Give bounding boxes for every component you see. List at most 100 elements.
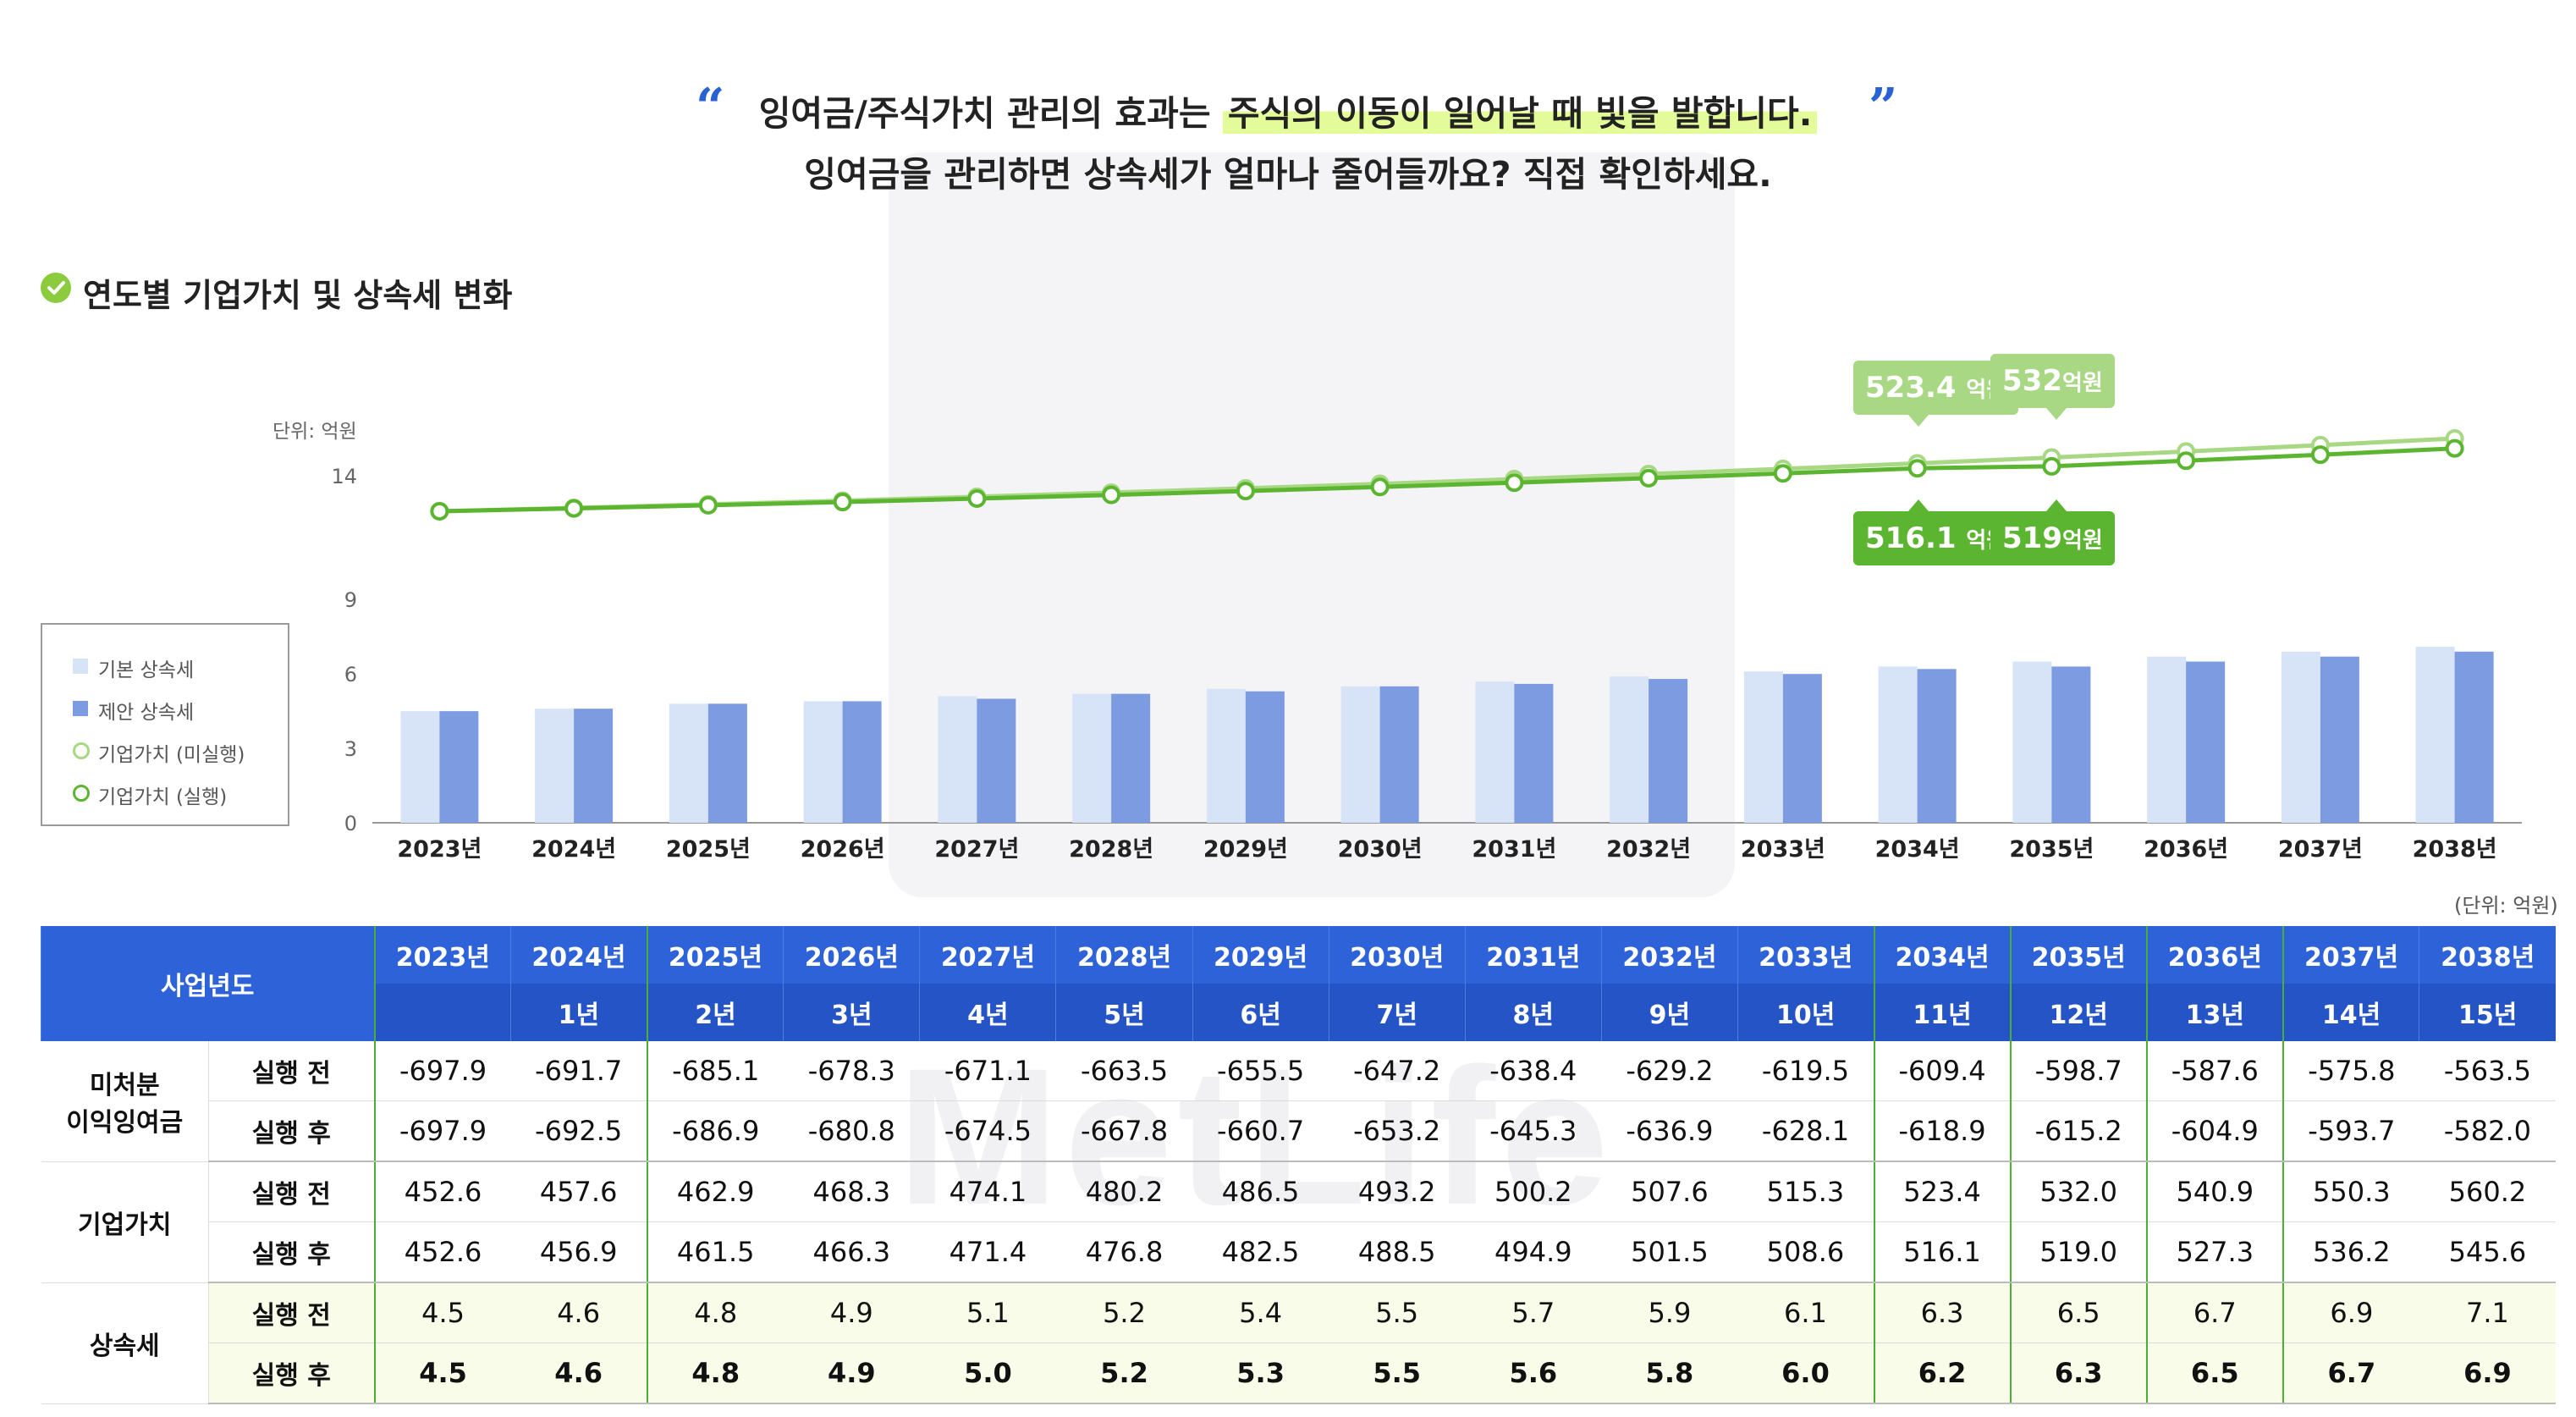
table-cell: 527.3: [2145, 1221, 2284, 1283]
x-tick-label: 2038년: [2413, 836, 2497, 863]
y-tick-label: 6: [344, 663, 357, 686]
period-header: 5년: [1055, 984, 1193, 1041]
bar-proposed-tax: [1514, 683, 1554, 823]
table-cell: -686.9: [647, 1100, 784, 1162]
period-header: 12년: [2009, 984, 2148, 1041]
table-cell: 471.4: [919, 1221, 1056, 1283]
period-header: 13년: [2145, 984, 2284, 1041]
bar-proposed-tax: [1649, 679, 1688, 823]
bar-base-tax: [1072, 693, 1112, 823]
period-header: 1년: [510, 984, 648, 1041]
table-cell: 4.8: [647, 1282, 784, 1343]
table-cell: 519.0: [2009, 1221, 2148, 1283]
bar-base-tax: [1206, 688, 1246, 823]
row-subheader: 실행 후: [208, 1100, 375, 1162]
table-cell: 501.5: [1601, 1221, 1738, 1283]
table-cell: -667.8: [1055, 1100, 1193, 1162]
year-header: 2036년: [2145, 926, 2284, 984]
period-header: 11년: [1873, 984, 2012, 1041]
line-value-before: [439, 436, 2455, 514]
point-value-after: [1102, 485, 1121, 504]
table-cell: 486.5: [1192, 1161, 1329, 1222]
callout-number: 519: [2002, 521, 2062, 555]
table-cell: -615.2: [2009, 1100, 2148, 1162]
watermark-shape: [889, 152, 1735, 897]
point-value-after: [2310, 445, 2330, 465]
table-cell: 466.3: [783, 1221, 920, 1283]
table-cell: 532.0: [2009, 1161, 2148, 1222]
table-cell: 456.9: [510, 1221, 648, 1283]
bar-proposed-tax: [1782, 674, 1822, 823]
x-tick-label: 2037년: [2278, 836, 2363, 863]
period-header: 3년: [783, 984, 920, 1041]
year-header: 2031년: [1464, 926, 1602, 984]
table-cell: 488.5: [1329, 1221, 1466, 1283]
point-value-after: [1370, 477, 1390, 497]
table-cell: 474.1: [919, 1161, 1056, 1222]
year-header: 2035년: [2009, 926, 2148, 984]
table-cell: 536.2: [2282, 1221, 2419, 1283]
x-tick-label: 2035년: [2009, 836, 2094, 863]
table-cell: 500.2: [1465, 1161, 1602, 1222]
table-cell: -697.9: [373, 1100, 511, 1162]
bar-base-tax: [1743, 671, 1783, 823]
table-cell: 5.9: [1601, 1282, 1738, 1343]
table-cell: -598.7: [2009, 1041, 2148, 1101]
bar-proposed-tax: [2051, 666, 2091, 823]
year-header: 2033년: [1737, 926, 1874, 984]
period-header: 10년: [1737, 984, 1874, 1041]
table-cell: 545.6: [2419, 1221, 2556, 1283]
bar-proposed-tax: [1245, 691, 1285, 823]
callout-value-before-2035: 532억원: [1990, 354, 2115, 408]
table-cell: 493.2: [1329, 1161, 1466, 1222]
year-header: 2024년: [510, 926, 648, 984]
point-value-after: [1907, 459, 1927, 478]
y-tick-label: 9: [344, 588, 357, 612]
table-row: 실행 후 -697.9 -692.5 -686.9 -680.8 -674.5 -667.8…: [41, 1100, 2556, 1162]
table-cell: 4.6: [510, 1282, 648, 1343]
line-value-after: [439, 446, 2455, 514]
year-header: 2029년: [1192, 926, 1329, 984]
table-cell: 476.8: [1055, 1221, 1193, 1283]
table-cell: 523.4: [1873, 1161, 2012, 1222]
table-cell: -671.1: [919, 1041, 1056, 1101]
bar-base-tax: [1475, 681, 1515, 823]
period-header: 7년: [1328, 984, 1466, 1041]
table-cell: 5.3: [1192, 1343, 1329, 1404]
table-cell: 6.5: [2009, 1282, 2148, 1343]
year-header: 2028년: [1055, 926, 1193, 984]
bar-proposed-tax: [1111, 693, 1151, 823]
legend-ring: [73, 742, 90, 759]
table-cell: -638.4: [1465, 1041, 1602, 1101]
close-quote-icon: ”: [1869, 78, 1898, 137]
headline-text: 잉여금/주식가치 관리의 효과는: [758, 93, 1223, 134]
chart-legend: 기본 상속세 제안 상속세 기업가치 (미실행) 기업가치 (실행): [41, 623, 289, 826]
table-cell: 516.1: [1873, 1221, 2012, 1283]
table-cell: 6.7: [2282, 1343, 2419, 1404]
legend-swatch: [73, 701, 88, 716]
table-cell: 6.0: [1737, 1343, 1874, 1404]
table-header-years: 사업년도 2023년 2024년 2025년 2026년 2027년 2028년 2029년 2…: [41, 926, 2556, 1041]
table-cell: 550.3: [2282, 1161, 2419, 1222]
table-cell: 452.6: [373, 1161, 511, 1222]
table-cell: 6.5: [2145, 1343, 2284, 1404]
table-cell: -647.2: [1329, 1041, 1466, 1101]
x-tick-label: 2030년: [1338, 836, 1423, 863]
table-cell: -619.5: [1737, 1041, 1874, 1101]
x-tick-label: 2024년: [531, 836, 616, 863]
table-cell: 468.3: [783, 1161, 920, 1222]
table-cell: -674.5: [919, 1100, 1056, 1162]
point-value-after: [2445, 438, 2464, 458]
table-cell: -663.5: [1055, 1041, 1193, 1101]
table-cell: 508.6: [1737, 1221, 1874, 1283]
callout-number: 523.4: [1865, 371, 1957, 405]
chart: 0 3 6 9 14 2023년 2024년 2025년 2026년 2027년 2028년 2029…: [331, 429, 2522, 863]
table-cell: 494.9: [1465, 1221, 1602, 1283]
table-cell: -691.7: [510, 1041, 648, 1101]
table-cell: 4.5: [373, 1343, 511, 1404]
table-cell: 4.8: [647, 1343, 784, 1404]
bar-proposed-tax: [1379, 686, 1419, 823]
row-subheader: 실행 전: [208, 1282, 375, 1343]
table-cell: -636.9: [1601, 1100, 1738, 1162]
x-tick-label: 2036년: [2144, 836, 2228, 863]
